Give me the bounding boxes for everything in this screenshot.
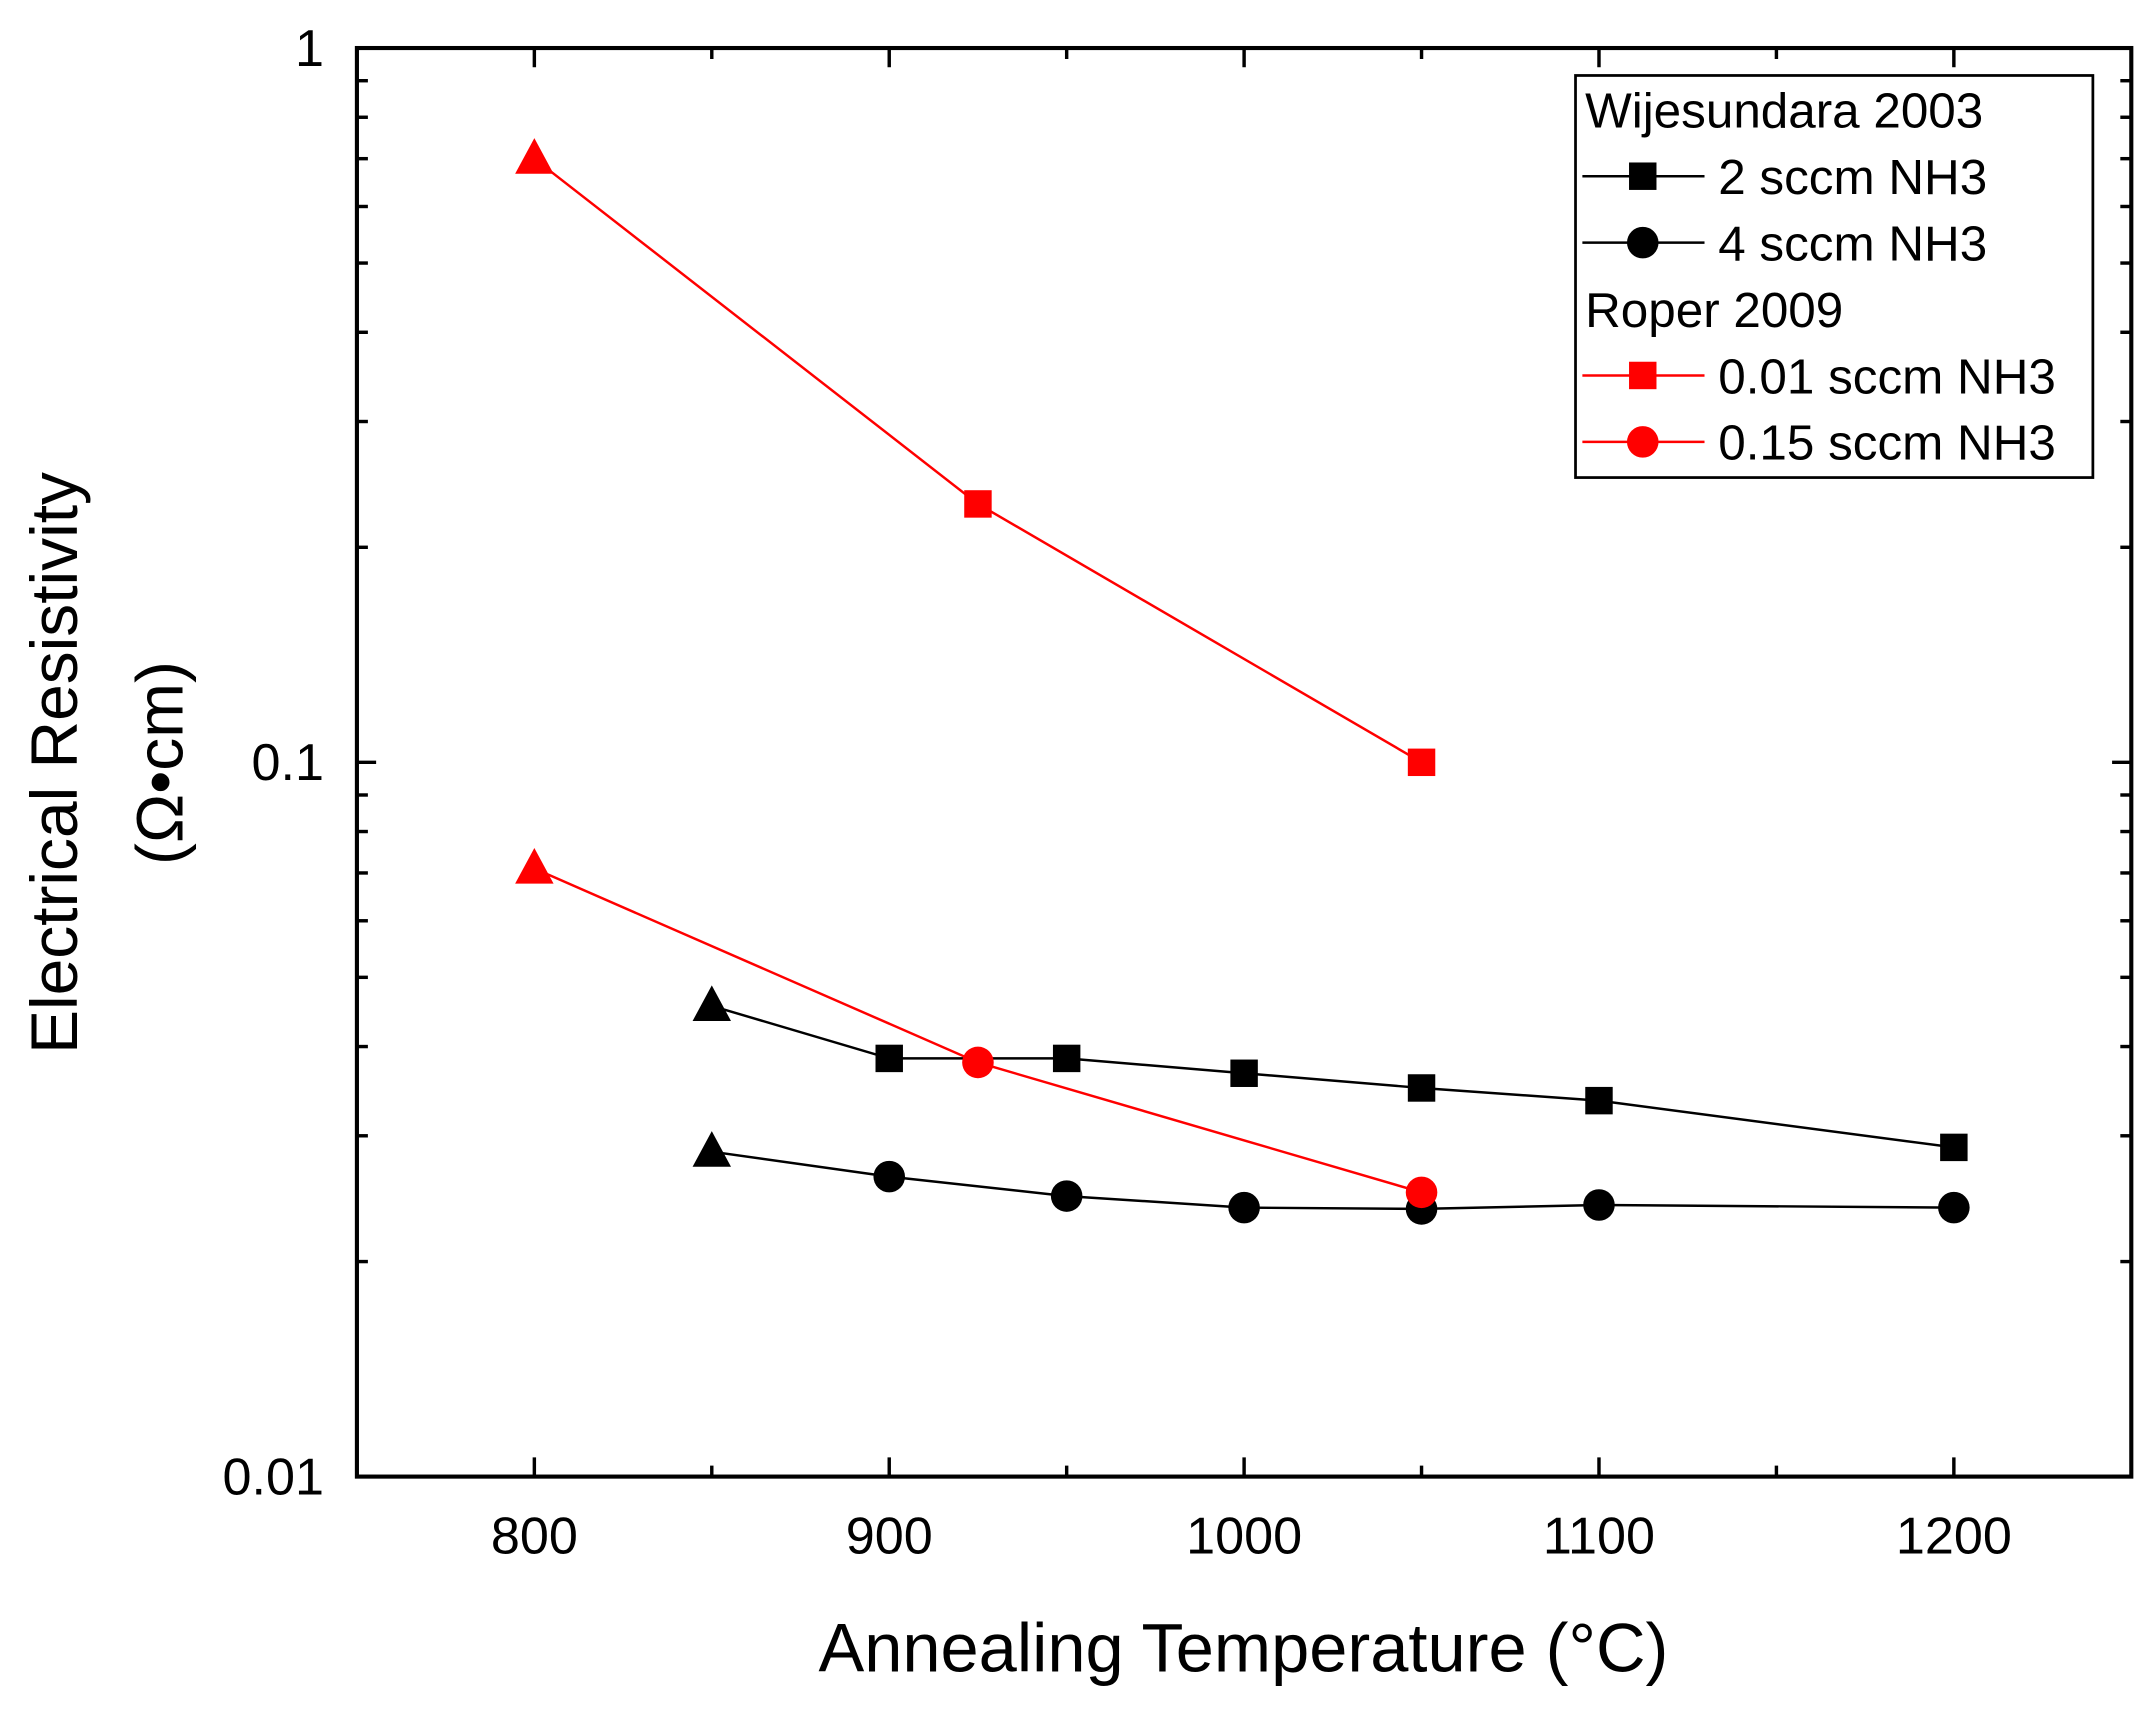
data-point (692, 985, 732, 1022)
legend-header: Wijesundara 2003 (1585, 84, 1983, 139)
x-axis-title: Annealing Temperature (°C) (818, 1609, 1668, 1686)
data-point (1230, 1059, 1258, 1087)
y-tick-label: 1 (295, 20, 324, 78)
series-0 (692, 985, 1968, 1162)
data-point (964, 490, 992, 518)
legend-marker (1629, 361, 1657, 390)
data-point (1052, 1044, 1081, 1073)
series-2 (515, 138, 1436, 777)
x-tick-label: 1200 (1896, 1507, 2012, 1565)
legend: Wijesundara 2003 2 sccm NH3 4 sccm NH3 Rope… (1574, 74, 2095, 479)
series-line (533, 867, 1422, 1194)
data-point (1228, 1191, 1260, 1224)
y-tick-label: 0.1 (252, 734, 324, 792)
x-tick-label: 900 (846, 1507, 933, 1565)
data-point (515, 138, 554, 174)
legend-marker (1626, 426, 1659, 458)
data-point (1583, 1189, 1615, 1221)
data-series (515, 138, 1970, 1225)
data-point (875, 1044, 903, 1073)
tick-labels: 800 900 1000 1100 1200 0.01 0.1 1 (223, 20, 2012, 1566)
legend-label: 4 sccm NH3 (1718, 216, 1987, 271)
legend-box (1574, 74, 2095, 479)
y-axis-title: Electrical Resistivity (17, 472, 91, 1054)
x-tick-label: 1100 (1543, 1507, 1655, 1565)
series-1 (692, 1131, 1970, 1225)
x-tick-label: 1000 (1186, 1507, 1302, 1565)
y-axis-units: (Ω•cm) (123, 661, 197, 865)
data-point (1407, 748, 1436, 777)
series-3 (515, 847, 1438, 1209)
data-point (515, 847, 554, 884)
data-point (692, 1131, 732, 1167)
y-tick-label: 0.01 (223, 1448, 324, 1506)
legend-marker (1626, 226, 1659, 259)
data-point (962, 1046, 994, 1079)
legend-marker (1629, 162, 1657, 190)
data-point (1940, 1133, 1968, 1162)
x-tick-label: 800 (491, 1507, 578, 1565)
legend-header: Roper 2009 (1585, 283, 1843, 338)
legend-label: 2 sccm NH3 (1718, 150, 1987, 205)
data-point (1585, 1086, 1613, 1115)
data-point (1405, 1176, 1438, 1209)
data-point (873, 1160, 906, 1193)
data-point (1938, 1191, 1970, 1224)
data-point (1407, 1074, 1436, 1102)
series-line (533, 157, 1423, 764)
legend-label: 0.01 sccm NH3 (1718, 349, 2056, 404)
legend-label: 0.15 sccm NH3 (1718, 416, 2056, 471)
plot-frame (354, 45, 2134, 1479)
data-point (1050, 1180, 1083, 1212)
